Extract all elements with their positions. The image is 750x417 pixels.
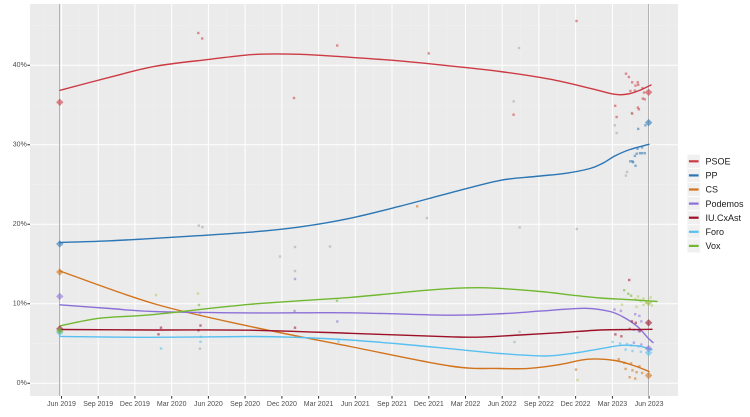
svg-text:Dec 2022: Dec 2022 (561, 401, 591, 408)
svg-text:Dec 2021: Dec 2021 (414, 401, 444, 408)
svg-text:Sep 2019: Sep 2019 (83, 401, 113, 408)
svg-text:Sep 2020: Sep 2020 (230, 401, 260, 408)
svg-text:Podemos: Podemos (706, 199, 745, 209)
svg-text:20%: 20% (13, 221, 27, 228)
svg-text:10%: 10% (13, 300, 27, 307)
svg-text:PSOE: PSOE (706, 157, 731, 167)
svg-text:Sep 2021: Sep 2021 (377, 401, 407, 408)
svg-text:Jun 2019: Jun 2019 (47, 401, 76, 408)
svg-text:Dec 2019: Dec 2019 (120, 401, 150, 408)
svg-text:Mar 2023: Mar 2023 (598, 401, 628, 408)
svg-text:IU.CxAst: IU.CxAst (706, 213, 742, 223)
svg-text:Jun 2023: Jun 2023 (635, 401, 664, 408)
svg-text:Mar 2022: Mar 2022 (451, 401, 481, 408)
svg-text:Mar 2021: Mar 2021 (304, 401, 334, 408)
svg-text:Jun 2020: Jun 2020 (194, 401, 223, 408)
svg-text:Dec 2020: Dec 2020 (267, 401, 297, 408)
svg-text:Foro: Foro (706, 227, 725, 237)
svg-text:30%: 30% (13, 141, 27, 148)
svg-text:Mar 2020: Mar 2020 (157, 401, 187, 408)
svg-text:Sep 2022: Sep 2022 (524, 401, 554, 408)
svg-text:0%: 0% (17, 380, 27, 387)
svg-text:CS: CS (706, 185, 719, 195)
svg-text:Vox: Vox (706, 241, 722, 251)
svg-text:Jun 2022: Jun 2022 (488, 401, 517, 408)
svg-text:40%: 40% (13, 62, 27, 69)
svg-text:PP: PP (706, 171, 718, 181)
svg-text:Jun 2021: Jun 2021 (341, 401, 370, 408)
